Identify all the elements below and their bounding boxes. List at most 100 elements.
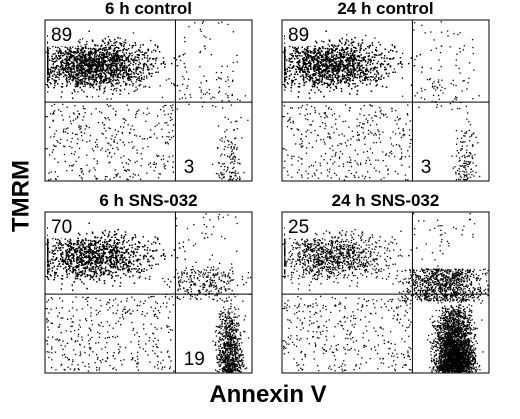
event-dot — [59, 73, 62, 76]
event-dot — [69, 63, 71, 65]
event-dot — [81, 89, 83, 91]
event-dot — [98, 62, 100, 64]
event-dot — [84, 71, 86, 74]
event-dot — [92, 74, 95, 76]
event-dot — [103, 88, 106, 90]
event-dot — [62, 130, 65, 132]
event-dot — [230, 147, 232, 149]
event-dot — [113, 141, 115, 143]
event-dot — [120, 126, 122, 128]
event-dot — [47, 85, 49, 87]
event-dot — [81, 70, 83, 73]
event-dot — [99, 47, 101, 50]
event-dot — [202, 93, 205, 95]
event-dot — [162, 106, 164, 108]
event-dot — [101, 112, 103, 114]
event-dot — [111, 85, 113, 87]
event-dot — [143, 54, 145, 56]
event-dot — [61, 86, 64, 88]
event-dot — [106, 56, 108, 58]
event-dot — [104, 178, 106, 180]
event-dot — [101, 52, 103, 54]
event-dot — [109, 66, 111, 68]
event-dot — [138, 54, 140, 56]
event-dot — [157, 177, 160, 179]
event-dot — [74, 70, 76, 72]
event-dot — [233, 171, 235, 174]
event-dot — [115, 53, 117, 55]
event-dot — [75, 160, 77, 162]
event-dot — [90, 59, 92, 61]
event-dot — [233, 129, 235, 131]
event-dot — [50, 70, 52, 73]
event-dot — [122, 75, 124, 77]
event-dot — [167, 124, 169, 126]
event-dot — [66, 139, 68, 141]
event-dot — [71, 51, 73, 53]
event-dot — [86, 95, 88, 98]
event-dot — [102, 66, 104, 68]
event-dot — [114, 60, 117, 63]
event-dot — [232, 70, 234, 72]
event-dot — [213, 96, 216, 99]
event-dot — [86, 74, 89, 77]
event-dot — [91, 39, 94, 41]
event-dot — [62, 69, 65, 72]
event-dot — [85, 60, 87, 63]
event-dot — [166, 135, 168, 138]
event-dot — [96, 70, 98, 72]
event-dot — [127, 57, 129, 59]
event-dot — [90, 67, 92, 70]
event-dot — [122, 60, 124, 62]
event-dot — [114, 79, 117, 81]
event-dot — [91, 61, 93, 63]
event-dot — [176, 65, 179, 67]
event-dot — [109, 64, 111, 66]
event-dot — [314, 92, 316, 94]
event-dot — [90, 78, 92, 80]
event-dot — [86, 141, 88, 143]
event-dot — [55, 178, 57, 180]
event-dot — [134, 44, 137, 46]
event-dot — [233, 155, 236, 157]
event-dot — [99, 75, 101, 77]
event-dot — [69, 57, 71, 59]
event-dot — [115, 67, 117, 70]
event-dot — [60, 63, 62, 65]
event-dot — [69, 53, 72, 55]
event-dot — [201, 22, 204, 24]
event-dot — [156, 57, 158, 59]
event-dot — [185, 97, 187, 99]
event-dot — [173, 83, 175, 85]
event-dot — [102, 59, 105, 61]
event-dot — [72, 61, 75, 63]
event-dot — [69, 83, 72, 85]
event-dot — [133, 129, 135, 131]
event-dot — [66, 57, 68, 59]
event-dot — [329, 90, 331, 92]
event-dot — [231, 179, 234, 181]
event-dot — [131, 76, 133, 78]
event-dot — [103, 55, 105, 57]
event-dot — [130, 76, 132, 78]
event-dot — [131, 45, 134, 47]
event-dot — [81, 38, 84, 40]
event-dot — [116, 70, 118, 73]
event-dot — [95, 77, 97, 79]
event-dot — [102, 52, 104, 54]
event-dot — [50, 171, 52, 173]
event-dot — [87, 47, 90, 50]
event-dot — [152, 163, 155, 166]
event-dot — [107, 59, 110, 61]
event-dot — [48, 179, 50, 181]
event-dot — [92, 86, 94, 88]
event-dot — [75, 51, 77, 53]
event-dot — [107, 52, 109, 54]
event-dot — [120, 66, 122, 68]
event-dot — [54, 110, 56, 112]
event-dot — [68, 63, 70, 65]
event-dot — [232, 177, 235, 180]
event-dot — [138, 76, 140, 78]
event-dot — [103, 90, 106, 92]
